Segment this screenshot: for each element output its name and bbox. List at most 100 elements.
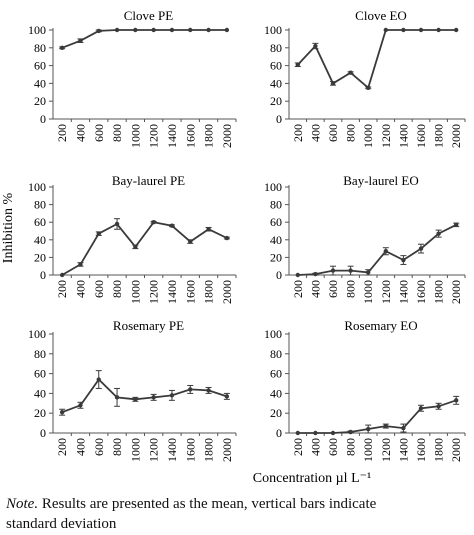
data-point bbox=[366, 426, 371, 432]
chart-title: Rosemary PE bbox=[113, 318, 184, 333]
x-tick-label: 200 bbox=[291, 438, 305, 456]
chart-panel-6: Rosemary EO 0 20 40 60 80 100 200 400 600 800 1000 1… bbox=[264, 318, 466, 462]
x-tick-label: 1400 bbox=[396, 438, 410, 462]
x-tick-label: 1600 bbox=[183, 124, 197, 148]
x-tick-label: 1200 bbox=[379, 280, 393, 304]
x-tick-label: 1400 bbox=[396, 124, 410, 148]
y-tick-label: 20 bbox=[270, 250, 282, 264]
y-tick-label: 0 bbox=[40, 268, 46, 282]
x-tick-label: 1800 bbox=[202, 280, 216, 304]
x-tick-label: 2000 bbox=[449, 280, 463, 304]
x-tick-label: 1200 bbox=[147, 438, 161, 462]
x-tick-label: 1400 bbox=[165, 280, 179, 304]
data-point bbox=[330, 268, 336, 273]
chart-panel-4: Bay-laurel EO 0 20 40 60 80 100 200 400 600 800 100… bbox=[264, 173, 466, 304]
y-tick-label: 20 bbox=[270, 94, 282, 108]
x-tick-label: 600 bbox=[326, 280, 340, 298]
x-tick-label: 1400 bbox=[165, 438, 179, 462]
x-tick-label: 2000 bbox=[220, 124, 234, 148]
x-tick-label: 1000 bbox=[128, 280, 142, 304]
y-tick-label: 20 bbox=[270, 406, 282, 420]
data-point bbox=[401, 425, 406, 431]
data-point bbox=[151, 27, 156, 33]
data-point bbox=[133, 244, 138, 250]
figure-note: Note. Results are presented as the mean,… bbox=[6, 494, 474, 534]
data-point bbox=[383, 249, 388, 254]
data-point bbox=[114, 221, 120, 227]
y-tick-label: 80 bbox=[34, 347, 46, 361]
series-line bbox=[61, 378, 228, 414]
data-point bbox=[436, 404, 441, 409]
y-tick-label: 60 bbox=[34, 59, 46, 73]
x-tick-label: 800 bbox=[344, 438, 358, 456]
y-tick-label: 40 bbox=[270, 76, 282, 90]
data-point bbox=[169, 223, 175, 228]
data-point bbox=[114, 395, 120, 400]
y-tick-label: 80 bbox=[34, 41, 46, 55]
data-point bbox=[313, 271, 318, 277]
x-tick-label: 1000 bbox=[361, 438, 375, 462]
y-tick-label: 0 bbox=[40, 426, 46, 440]
x-tick-label: 200 bbox=[55, 280, 69, 298]
data-point bbox=[188, 239, 193, 244]
x-tick-label: 600 bbox=[326, 124, 340, 142]
x-tick-label: 800 bbox=[110, 280, 124, 298]
x-tick-label: 1600 bbox=[183, 280, 197, 304]
x-tick-label: 2000 bbox=[449, 438, 463, 462]
x-tick-label: 2000 bbox=[449, 124, 463, 148]
x-tick-label: 200 bbox=[55, 438, 69, 456]
data-point bbox=[78, 403, 83, 408]
chart-panel-2: Clove EO 0 20 40 60 80 100 200 400 600 800 1000 1200… bbox=[264, 8, 466, 148]
y-tick-label: 40 bbox=[34, 233, 46, 247]
y-tick-label: 40 bbox=[34, 76, 46, 90]
data-point bbox=[59, 410, 65, 415]
y-tick-label: 60 bbox=[34, 215, 46, 229]
y-tick-label: 20 bbox=[34, 406, 46, 420]
data-point bbox=[96, 377, 101, 382]
x-tick-label: 800 bbox=[110, 124, 124, 142]
data-point bbox=[418, 246, 424, 251]
x-tick-label: 1800 bbox=[432, 280, 446, 304]
chart-title: Rosemary EO bbox=[344, 318, 417, 333]
data-point bbox=[133, 27, 138, 33]
x-tick-label: 1000 bbox=[361, 124, 375, 148]
data-point bbox=[206, 27, 211, 33]
data-point bbox=[401, 27, 406, 33]
note-line-2: standard deviation bbox=[6, 516, 117, 532]
data-point bbox=[169, 27, 175, 33]
data-point bbox=[224, 394, 230, 399]
x-tick-label: 400 bbox=[308, 280, 322, 298]
data-point bbox=[224, 235, 230, 241]
data-point bbox=[59, 272, 65, 278]
y-tick-label: 40 bbox=[270, 233, 282, 247]
y-tick-label: 40 bbox=[34, 386, 46, 400]
chart-panel-3: Bay-laurel PE 0 20 40 60 80 100 200 400 600 800 100… bbox=[28, 173, 237, 304]
y-tick-label: 0 bbox=[40, 112, 46, 126]
series-line bbox=[297, 29, 457, 90]
y-tick-label: 0 bbox=[276, 268, 282, 282]
data-point bbox=[383, 27, 388, 33]
data-point bbox=[383, 423, 388, 429]
data-point bbox=[366, 85, 371, 91]
data-point bbox=[59, 45, 65, 50]
series-line bbox=[297, 399, 457, 434]
x-tick-label: 400 bbox=[73, 124, 87, 142]
x-tick-label: 400 bbox=[308, 124, 322, 142]
data-point bbox=[78, 262, 83, 267]
y-tick-label: 100 bbox=[28, 23, 46, 37]
data-point bbox=[454, 27, 459, 33]
series-line bbox=[61, 29, 227, 49]
data-point bbox=[401, 257, 406, 263]
x-tick-label: 800 bbox=[344, 124, 358, 142]
data-point bbox=[436, 27, 441, 33]
chart-title: Clove PE bbox=[124, 8, 174, 23]
x-tick-label: 1600 bbox=[414, 280, 428, 304]
x-tick-label: 1200 bbox=[147, 280, 161, 304]
x-tick-label: 1800 bbox=[432, 438, 446, 462]
x-tick-label: 200 bbox=[55, 124, 69, 142]
x-axis-label: Concentration µl L⁻¹ bbox=[253, 471, 371, 486]
x-tick-label: 800 bbox=[110, 438, 124, 456]
y-tick-label: 80 bbox=[270, 198, 282, 212]
y-tick-label: 60 bbox=[270, 367, 282, 381]
y-tick-label: 40 bbox=[270, 386, 282, 400]
